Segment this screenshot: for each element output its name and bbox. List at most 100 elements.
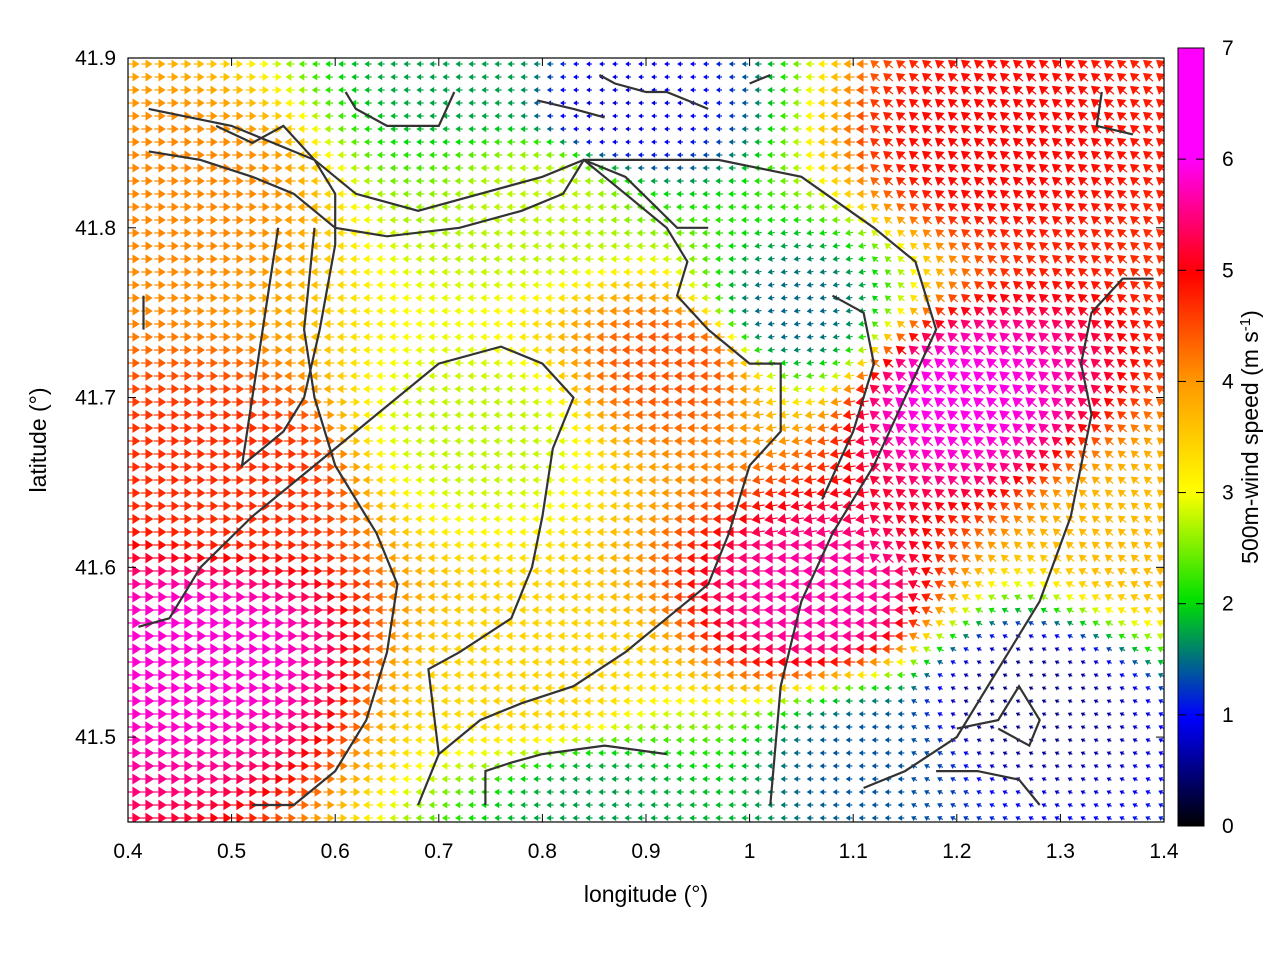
wind-arrow xyxy=(297,176,309,186)
wind-arrow xyxy=(1144,659,1152,666)
wind-arrow xyxy=(884,750,892,756)
wind-arrow xyxy=(635,644,647,654)
wind-arrow xyxy=(676,152,684,158)
wind-arrow xyxy=(349,501,361,511)
wind-arrow xyxy=(754,60,762,68)
wind-arrow xyxy=(441,437,451,445)
wind-arrow xyxy=(1077,111,1089,121)
wind-arrow xyxy=(546,74,554,80)
wind-arrow xyxy=(1013,502,1024,511)
wind-arrow xyxy=(322,721,336,733)
wind-arrow xyxy=(193,280,205,290)
wind-arrow xyxy=(245,267,257,277)
wind-arrow xyxy=(284,137,296,147)
wind-arrow xyxy=(661,605,673,615)
wind-arrow xyxy=(624,164,632,172)
wind-arrow xyxy=(217,682,233,694)
wind-arrow xyxy=(1104,593,1114,602)
wind-arrow xyxy=(974,228,985,238)
wind-arrow xyxy=(884,698,892,704)
wind-arrow xyxy=(714,294,724,302)
wind-arrow xyxy=(1038,306,1050,317)
wind-arrow xyxy=(336,332,348,342)
wind-arrow xyxy=(754,333,762,340)
wind-arrow xyxy=(1142,345,1154,355)
wind-arrow xyxy=(244,773,258,785)
wind-arrow xyxy=(217,591,233,603)
wind-arrow xyxy=(805,190,815,198)
wind-arrow xyxy=(661,306,673,316)
wind-arrow xyxy=(141,59,153,69)
wind-arrow xyxy=(1012,202,1024,212)
wind-arrow xyxy=(832,711,840,717)
wind-arrow xyxy=(128,695,142,707)
wind-arrow xyxy=(232,254,244,264)
wind-arrow xyxy=(635,475,647,485)
wind-arrow xyxy=(455,125,463,133)
wind-arrow xyxy=(961,242,972,251)
wind-arrow xyxy=(841,617,857,629)
wind-arrow xyxy=(1116,371,1128,382)
wind-arrow xyxy=(752,423,764,433)
wind-arrow xyxy=(204,747,220,759)
wind-arrow xyxy=(1077,163,1089,173)
wind-arrow xyxy=(218,397,232,407)
wind-arrow xyxy=(1104,410,1115,420)
wind-arrow xyxy=(166,422,180,434)
wind-arrow xyxy=(154,267,166,277)
wind-arrow xyxy=(416,86,424,94)
wind-arrow xyxy=(779,86,789,94)
wind-arrow xyxy=(622,514,634,524)
wind-arrow xyxy=(963,790,970,795)
wind-arrow xyxy=(428,177,438,185)
wind-arrow xyxy=(322,475,336,485)
wind-arrow xyxy=(843,670,855,680)
wind-arrow xyxy=(243,721,259,733)
wind-arrows xyxy=(128,59,1164,822)
wind-arrow xyxy=(583,423,595,433)
wind-arrow xyxy=(832,242,840,249)
wind-arrow xyxy=(153,812,167,822)
wind-arrow xyxy=(152,656,168,668)
wind-arrow xyxy=(596,280,608,290)
wind-arrow xyxy=(869,397,881,408)
wind-arrow xyxy=(388,761,400,771)
wind-arrow xyxy=(257,565,271,577)
wind-arrow xyxy=(351,60,359,68)
wind-arrow xyxy=(1156,593,1164,602)
wind-arrow xyxy=(1156,371,1164,381)
wind-arrow xyxy=(389,294,399,302)
wind-arrow xyxy=(467,151,477,159)
wind-arrow xyxy=(871,243,879,250)
wind-arrow xyxy=(673,592,687,602)
wind-arrow xyxy=(986,176,998,187)
wind-arrow xyxy=(673,319,687,329)
wind-arrow xyxy=(153,461,167,473)
wind-arrow xyxy=(960,163,972,174)
wind-arrow xyxy=(283,487,297,499)
wind-arrow xyxy=(454,775,464,783)
wind-arrow xyxy=(454,268,464,276)
wind-arrow xyxy=(779,372,789,380)
wind-arrow xyxy=(1116,85,1128,95)
wind-arrow xyxy=(167,241,179,251)
wind-arrow xyxy=(518,553,530,563)
wind-arrow xyxy=(571,255,581,263)
wind-arrow xyxy=(415,762,425,770)
wind-arrow xyxy=(322,527,336,537)
wind-arrow xyxy=(1054,790,1060,795)
wind-arrow xyxy=(545,229,555,237)
wind-arrow xyxy=(1117,593,1127,602)
wind-arrow xyxy=(1013,581,1023,589)
wind-arrow xyxy=(845,255,853,262)
wind-arrow xyxy=(830,150,842,160)
wind-arrow xyxy=(403,138,411,146)
wind-arrow xyxy=(648,670,660,680)
wind-arrow xyxy=(828,539,844,551)
wind-arrow xyxy=(596,670,608,680)
wind-arrow xyxy=(257,384,271,394)
wind-arrow xyxy=(519,281,529,289)
wind-arrow xyxy=(493,411,503,419)
wind-arrow xyxy=(858,333,867,341)
wind-arrow xyxy=(686,410,700,420)
